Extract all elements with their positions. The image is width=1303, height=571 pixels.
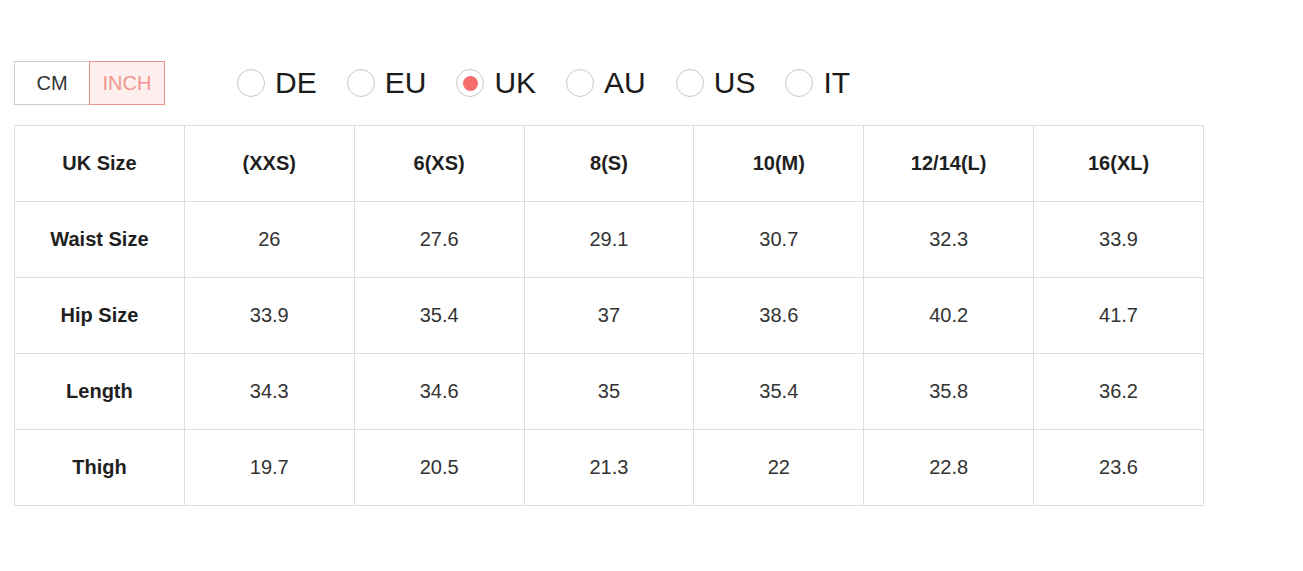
region-radio-label: US [714,68,756,98]
table-row: Thigh 19.7 20.5 21.3 22 22.8 23.6 [15,430,1204,506]
region-radio-label: EU [385,68,427,98]
table-cell: 23.6 [1034,430,1204,506]
table-cell: 20.5 [354,430,524,506]
region-radio-au[interactable]: AU [566,68,646,98]
table-cell: 21.3 [524,430,694,506]
region-radio-uk[interactable]: UK [456,68,536,98]
table-cell: 37 [524,278,694,354]
table-header-cell: 16(XL) [1034,126,1204,202]
table-cell: 41.7 [1034,278,1204,354]
table-cell: 35.4 [354,278,524,354]
region-radio-de[interactable]: DE [237,68,317,98]
table-cell: 34.3 [184,354,354,430]
region-radio-it[interactable]: IT [785,68,850,98]
table-cell: 27.6 [354,202,524,278]
region-radio-label: DE [275,68,317,98]
table-cell: 19.7 [184,430,354,506]
table-header-cell: 12/14(L) [864,126,1034,202]
controls-row: CM INCH DE EU UK [14,61,850,105]
table-header-cell: 10(M) [694,126,864,202]
table-cell: 38.6 [694,278,864,354]
table-header-row: UK Size (XXS) 6(XS) 8(S) 10(M) 12/14(L) … [15,126,1204,202]
table-cell: 35 [524,354,694,430]
radio-circle-icon [347,69,375,97]
table-cell: 34.6 [354,354,524,430]
table-row-label: Waist Size [15,202,185,278]
table-cell: 36.2 [1034,354,1204,430]
table-header-cell: UK Size [15,126,185,202]
table-row: Waist Size 26 27.6 29.1 30.7 32.3 33.9 [15,202,1204,278]
table-header-cell: (XXS) [184,126,354,202]
table-cell: 26 [184,202,354,278]
region-radio-us[interactable]: US [676,68,756,98]
table-cell: 33.9 [184,278,354,354]
region-radio-label: AU [604,68,646,98]
table-header-cell: 6(XS) [354,126,524,202]
region-radio-group: DE EU UK AU [237,68,850,98]
radio-circle-icon [676,69,704,97]
radio-dot-icon [463,76,478,91]
unit-cm-button[interactable]: CM [14,61,90,105]
radio-circle-icon [785,69,813,97]
radio-circle-icon [456,69,484,97]
table-cell: 29.1 [524,202,694,278]
table-row: Length 34.3 34.6 35 35.4 35.8 36.2 [15,354,1204,430]
radio-circle-icon [237,69,265,97]
table-cell: 40.2 [864,278,1034,354]
table-header-cell: 8(S) [524,126,694,202]
table-row-label: Length [15,354,185,430]
radio-circle-icon [566,69,594,97]
size-table: UK Size (XXS) 6(XS) 8(S) 10(M) 12/14(L) … [14,125,1204,506]
unit-toggle: CM INCH [14,61,165,105]
unit-inch-button[interactable]: INCH [89,61,165,105]
size-chart-widget: CM INCH DE EU UK [0,0,1303,571]
table-row-label: Hip Size [15,278,185,354]
table-cell: 33.9 [1034,202,1204,278]
table-cell: 35.4 [694,354,864,430]
table-cell: 35.8 [864,354,1034,430]
region-radio-label: UK [494,68,536,98]
region-radio-eu[interactable]: EU [347,68,427,98]
table-cell: 32.3 [864,202,1034,278]
table-cell: 22 [694,430,864,506]
table-row: Hip Size 33.9 35.4 37 38.6 40.2 41.7 [15,278,1204,354]
table-row-label: Thigh [15,430,185,506]
region-radio-label: IT [823,68,850,98]
table-cell: 22.8 [864,430,1034,506]
table-cell: 30.7 [694,202,864,278]
